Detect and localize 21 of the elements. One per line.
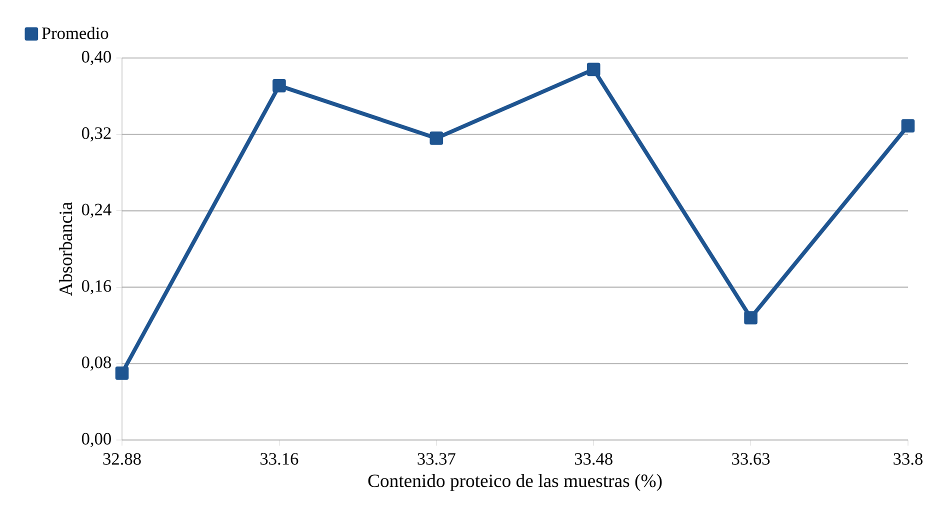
point — [744, 311, 758, 324]
x-tick-label: 32.88 — [103, 453, 141, 465]
point — [115, 366, 129, 380]
point — [430, 132, 444, 145]
x-axis-title: Contenido proteico de las muestras (%) — [368, 474, 662, 491]
x-tick-label: 33.48 — [574, 453, 612, 465]
y-tick-label: 0,24 — [82, 204, 112, 218]
x-tick-label: 33.63 — [732, 453, 770, 465]
y-tick-label: 0,16 — [82, 280, 112, 294]
x-tick-label: 33.37 — [418, 453, 456, 465]
legend-label: Promedio — [42, 26, 108, 40]
y-tick-label: 0,40 — [82, 50, 111, 66]
y-axis-title: Absorbancia — [58, 202, 72, 296]
y-tick-label: 0,32 — [82, 127, 111, 142]
point — [272, 79, 286, 92]
x-tick-label: 33.8 — [894, 453, 923, 465]
point — [901, 119, 915, 132]
y-tick-label: 0,08 — [82, 356, 111, 371]
y-tick-label: 0,00 — [82, 432, 111, 448]
x-tick-label: 33.16 — [260, 453, 298, 465]
point — [586, 62, 600, 76]
